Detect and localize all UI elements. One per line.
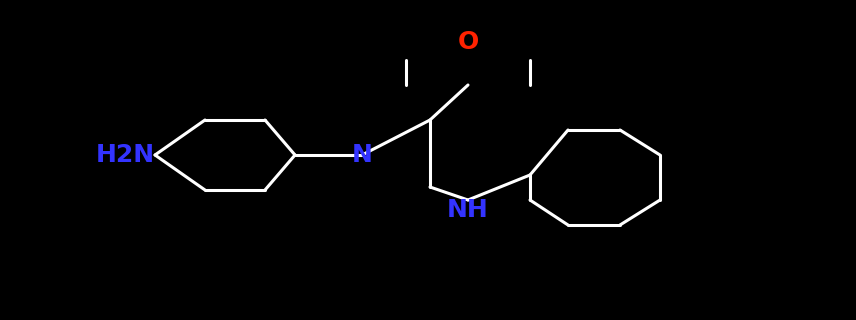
Text: O: O xyxy=(457,30,479,54)
Text: NH: NH xyxy=(447,198,489,222)
Text: N: N xyxy=(352,143,372,167)
Text: H2N: H2N xyxy=(96,143,155,167)
